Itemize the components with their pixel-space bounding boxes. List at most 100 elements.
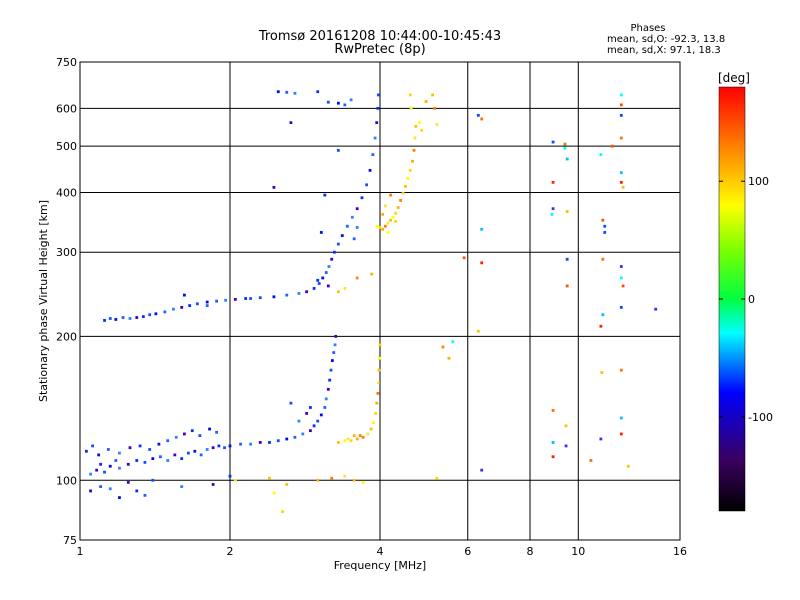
data-point [399,199,403,202]
data-point [199,453,203,457]
data-point [480,468,484,472]
x-tick-label: 10 [571,545,585,558]
data-point [215,430,219,434]
data-point [95,468,99,472]
data-point [324,397,328,401]
colorbar-label: [deg] [718,71,750,85]
data-point [610,144,614,148]
data-point [551,140,555,144]
data-point [233,298,237,301]
data-point [386,231,390,234]
data-point [375,224,379,228]
data-point [619,305,623,309]
data-point [128,446,132,450]
data-point [619,416,623,420]
data-point [619,265,623,268]
data-point [550,212,554,216]
data-point [601,257,605,261]
data-point [336,101,340,105]
data-point [389,193,392,197]
data-point [480,117,484,121]
data-point [316,278,320,282]
data-point [223,446,226,450]
data-point [565,157,569,161]
data-point [89,489,92,493]
data-point [193,449,197,453]
data-point [336,242,340,246]
data-point [174,435,178,439]
data-point [600,371,604,374]
colorbar-tick-label: 0 [748,293,755,306]
data-point [84,449,88,453]
data-point [654,307,658,311]
data-point [99,462,103,466]
data-point [154,312,158,316]
data-point [601,218,605,222]
data-point [228,444,232,448]
data-point [312,424,316,428]
stats-o-mode: mean, sd,O: -92.3, 13.8 [607,34,725,45]
data-point [328,378,332,382]
data-point [565,210,569,213]
data-point [349,98,353,102]
data-point [551,180,555,184]
data-point [431,93,434,97]
data-point [143,460,147,464]
data-point [621,284,625,288]
data-point [343,439,347,443]
data-point [396,206,400,209]
y-axis-label: Stationary phase Virtual Height [km] [37,200,50,402]
data-point [355,207,359,211]
data-point [369,427,373,431]
data-point [619,136,623,140]
data-point [383,224,387,228]
data-point [135,316,139,319]
data-point [305,412,309,415]
data-point [381,227,385,231]
data-point [91,444,95,448]
data-point [336,148,340,152]
x-tick-label: 1 [77,545,84,558]
data-point [151,478,155,482]
data-point [361,435,365,439]
data-point [326,284,330,288]
data-point [424,100,428,103]
data-point [476,113,480,117]
y-tick-label: 600 [56,102,77,115]
x-axis-ticks: 1 2 4 6 8 10 16 [77,545,688,558]
data-point [108,464,112,468]
data-point [408,168,412,172]
x-tick-label: 8 [527,545,534,558]
data-point [381,212,385,216]
data-point [589,459,593,462]
data-point [106,448,110,451]
data-point [563,146,567,150]
data-point [118,451,121,455]
data-point [336,441,340,444]
data-point [619,113,623,117]
x-tick-label: 6 [464,545,471,558]
data-point [441,345,445,349]
data-point [166,439,170,443]
data-point [375,401,379,405]
data-point [272,185,276,189]
data-point [476,329,480,333]
data-point [172,307,175,311]
data-point [289,121,293,125]
data-point [376,381,380,385]
data-point [480,261,484,265]
data-point [97,453,101,457]
data-point [394,211,398,215]
data-point [285,483,289,486]
data-point [141,315,145,319]
data-point [198,434,202,438]
data-point [619,180,623,184]
y-tick-label: 300 [56,246,77,259]
data-point [599,437,603,441]
data-point [182,293,186,297]
data-point [205,448,209,451]
data-point [163,310,167,314]
data-point [224,298,228,302]
data-point [249,297,253,300]
